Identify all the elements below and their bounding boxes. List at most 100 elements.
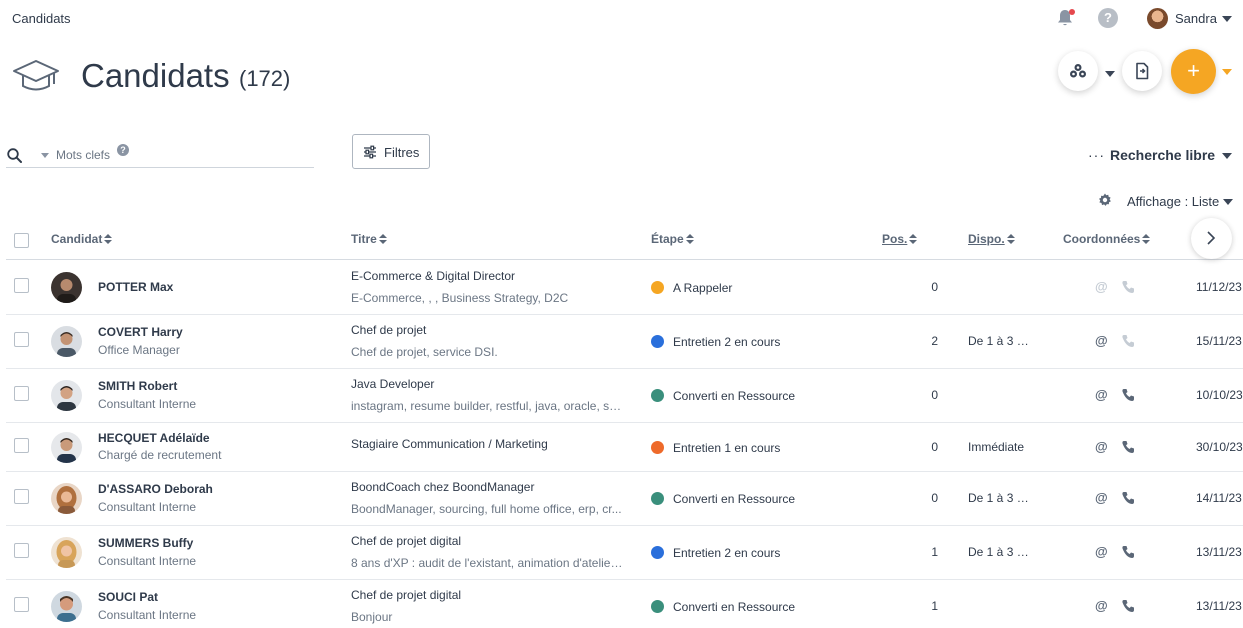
row-checkbox[interactable] [14, 543, 29, 558]
table-row[interactable]: SOUCI Pat Consultant Interne Chef de pro… [6, 580, 1243, 628]
candidate-title: BoondCoach chez BoondManager [351, 480, 535, 494]
avatar [51, 380, 82, 411]
email-icon[interactable]: @ [1095, 598, 1108, 613]
candidate-title: Chef de projet digital [351, 534, 462, 548]
column-header-candidat[interactable]: Candidat [51, 232, 113, 246]
select-all-checkbox[interactable] [14, 233, 29, 248]
positionings-count: 1 [931, 545, 938, 559]
add-candidate-button[interactable]: + [1171, 49, 1216, 94]
positionings-count: 0 [931, 280, 938, 294]
email-icon[interactable]: @ [1095, 544, 1108, 559]
row-checkbox[interactable] [14, 278, 29, 293]
candidate-role: Office Manager [98, 343, 180, 357]
phone-icon[interactable] [1121, 334, 1135, 348]
search-icon[interactable] [7, 148, 22, 163]
notification-badge [1069, 9, 1075, 15]
search-help-icon[interactable]: ? [117, 144, 129, 156]
column-header-dispo[interactable]: Dispo. [968, 232, 1015, 246]
status-dot [651, 492, 664, 505]
display-mode-select[interactable]: Affichage : Liste [1127, 194, 1220, 209]
row-checkbox[interactable] [14, 332, 29, 347]
search-mode-caret-icon[interactable] [41, 153, 49, 158]
phone-icon[interactable] [1121, 440, 1135, 454]
candidate-name[interactable]: SMITH Robert [98, 379, 178, 393]
date: 15/11/23 [1196, 334, 1242, 348]
email-icon[interactable]: @ [1095, 387, 1108, 402]
candidate-keywords: 8 ans d'XP : audit de l'existant, animat… [351, 556, 623, 570]
phone-icon[interactable] [1121, 388, 1135, 402]
row-checkbox[interactable] [14, 489, 29, 504]
row-checkbox[interactable] [14, 597, 29, 612]
column-header-titre[interactable]: Titre [351, 232, 387, 246]
row-checkbox[interactable] [14, 438, 29, 453]
table-row[interactable]: POTTER Max E-Commerce & Digital Director… [6, 261, 1243, 315]
column-header-pos[interactable]: Pos. [882, 232, 918, 246]
phone-icon[interactable] [1121, 280, 1135, 294]
stage-label: Converti en Ressource [673, 492, 796, 506]
column-label: Coordonnées [1063, 232, 1141, 246]
stage-label: Converti en Ressource [673, 600, 796, 614]
candidate-title: Java Developer [351, 377, 435, 391]
phone-icon[interactable] [1121, 491, 1135, 505]
candidate-name[interactable]: D'ASSARO Deborah [98, 482, 213, 496]
chevron-right-icon [1207, 231, 1216, 245]
sort-icon [1006, 234, 1015, 244]
status-dot [651, 281, 664, 294]
table-row[interactable]: D'ASSARO Deborah Consultant Interne Boon… [6, 472, 1243, 526]
phone-icon[interactable] [1121, 545, 1135, 559]
candidate-name[interactable]: SOUCI Pat [98, 590, 159, 604]
top-bar: Candidats ? Sandra [0, 0, 1243, 36]
free-search-caret-icon[interactable] [1222, 153, 1232, 159]
user-menu-caret-icon[interactable] [1222, 16, 1232, 22]
display-mode-caret-icon[interactable] [1223, 199, 1233, 205]
email-icon[interactable]: @ [1095, 490, 1108, 505]
scroll-right-button[interactable] [1191, 218, 1232, 259]
candidate-name[interactable]: HECQUET Adélaïde [98, 431, 210, 445]
positionings-count: 0 [931, 388, 938, 402]
avatar [51, 272, 82, 303]
column-header-etape[interactable]: Étape [651, 232, 694, 246]
help-icon[interactable]: ? [1098, 8, 1118, 28]
candidate-role: Consultant Interne [98, 608, 197, 622]
table-row[interactable]: SMITH Robert Consultant Interne Java Dev… [6, 369, 1243, 423]
avatar [51, 432, 82, 463]
add-caret-icon[interactable] [1222, 69, 1232, 75]
email-icon[interactable]: @ [1095, 279, 1108, 294]
groups-icon [1070, 64, 1086, 78]
more-dots-icon[interactable]: ··· [1088, 147, 1105, 163]
filters-button[interactable]: Filtres [352, 134, 430, 169]
positionings-count: 0 [931, 491, 938, 505]
avatar [51, 326, 82, 357]
email-icon[interactable]: @ [1095, 333, 1108, 348]
candidate-title: Chef de projet [351, 323, 427, 337]
email-icon[interactable]: @ [1095, 439, 1108, 454]
status-dot [651, 335, 664, 348]
column-header-coordonnees[interactable]: Coordonnées [1063, 232, 1151, 246]
date: 11/12/23 [1196, 280, 1242, 294]
search-input[interactable] [56, 146, 276, 164]
row-checkbox[interactable] [14, 386, 29, 401]
gear-icon[interactable] [1098, 193, 1112, 207]
free-search-toggle[interactable]: Recherche libre [1110, 147, 1216, 163]
candidate-role: Consultant Interne [98, 397, 197, 411]
table-row[interactable]: COVERT Harry Office Manager Chef de proj… [6, 315, 1243, 369]
candidate-name[interactable]: SUMMERS Buffy [98, 536, 194, 550]
groups-caret-icon[interactable] [1105, 71, 1115, 77]
status-dot [651, 546, 664, 559]
groups-button[interactable] [1058, 51, 1098, 91]
table-row[interactable]: HECQUET Adélaïde Chargé de recrutement S… [6, 423, 1243, 472]
export-button[interactable] [1122, 51, 1162, 91]
bell-icon[interactable] [1055, 8, 1075, 28]
status-dot [651, 441, 664, 454]
graduation-cap-icon [13, 60, 59, 91]
candidate-name[interactable]: POTTER Max [98, 280, 174, 294]
table-row[interactable]: SUMMERS Buffy Consultant Interne Chef de… [6, 526, 1243, 580]
column-label: Candidat [51, 232, 103, 246]
date: 10/10/23 [1196, 388, 1243, 402]
candidate-name[interactable]: COVERT Harry [98, 325, 183, 339]
sliders-icon [364, 145, 376, 159]
phone-icon[interactable] [1121, 599, 1135, 613]
user-name[interactable]: Sandra [1175, 11, 1217, 26]
user-avatar[interactable] [1147, 8, 1168, 29]
candidate-count: (172) [239, 66, 291, 91]
